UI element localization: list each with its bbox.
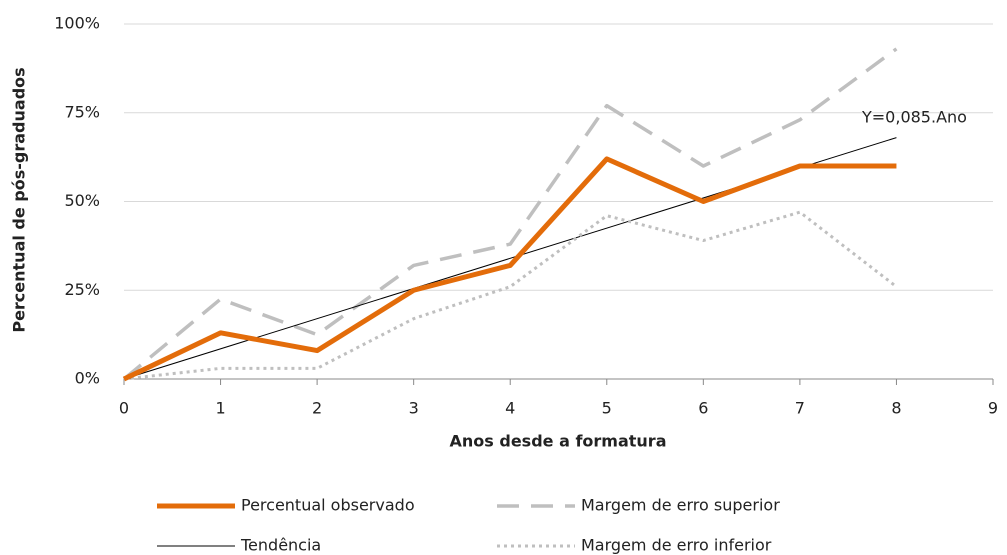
y-tick-label: 25% [64,280,100,299]
x-tick-label: 1 [215,399,225,418]
x-tick-label: 3 [409,399,419,418]
series-line [122,47,898,381]
legend-label: Margem de erro superior [581,496,780,515]
annotation: Y=0,085.Ano [861,108,967,127]
x-tick-label: 4 [505,399,515,418]
x-tick-label: 6 [698,399,708,418]
x-tick-label: 0 [119,399,129,418]
x-tick-label: 7 [795,399,805,418]
x-tick-label: 5 [602,399,612,418]
x-axis-title: Anos desde a formatura [450,432,667,451]
x-tick-label: 2 [312,399,322,418]
y-axis-title: Percentual de pós-graduados [10,67,29,332]
legend-label: Tendência [240,536,321,555]
x-tick-label: 9 [988,399,998,418]
y-tick-label: 75% [64,102,100,121]
legend-label: Percentual observado [241,496,415,515]
y-tick-label: 100% [54,14,100,33]
x-tick-label: 8 [891,399,901,418]
series-line [123,210,898,381]
series-line [122,156,897,382]
y-tick-label: 0% [75,369,100,388]
legend-label: Margem de erro inferior [581,536,772,555]
y-tick-label: 50% [64,191,100,210]
